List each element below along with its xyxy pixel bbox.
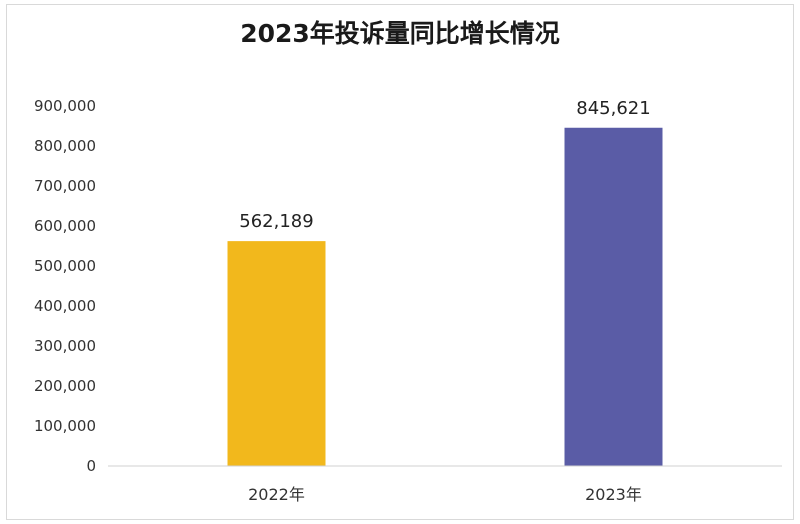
chart-frame: [6, 4, 794, 520]
y-axis: 0 100,000 200,000 300,000 400,000 500,000 600,…: [34, 97, 96, 475]
y-tick-label: 600,000: [34, 217, 96, 235]
x-tick-label: 2022年: [248, 485, 305, 504]
x-axis: 2022年 2023年: [108, 465, 782, 504]
data-label: 562,189: [239, 211, 313, 232]
data-label: 845,621: [576, 98, 650, 119]
y-tick-label: 300,000: [34, 337, 96, 355]
bars: 562,189 845,621: [227, 98, 663, 467]
y-tick-label: 800,000: [34, 137, 96, 155]
bar: [227, 241, 326, 466]
y-tick-label: 200,000: [34, 377, 96, 395]
y-tick-label: 900,000: [34, 97, 96, 115]
y-tick-label: 0: [86, 457, 96, 475]
bar: [564, 127, 663, 467]
x-tick-label: 2023年: [585, 485, 642, 504]
y-tick-label: 500,000: [34, 257, 96, 275]
y-tick-label: 700,000: [34, 177, 96, 195]
y-tick-label: 400,000: [34, 297, 96, 315]
y-tick-label: 100,000: [34, 417, 96, 435]
chart-title: 2023年投诉量同比增长情况: [240, 19, 560, 48]
